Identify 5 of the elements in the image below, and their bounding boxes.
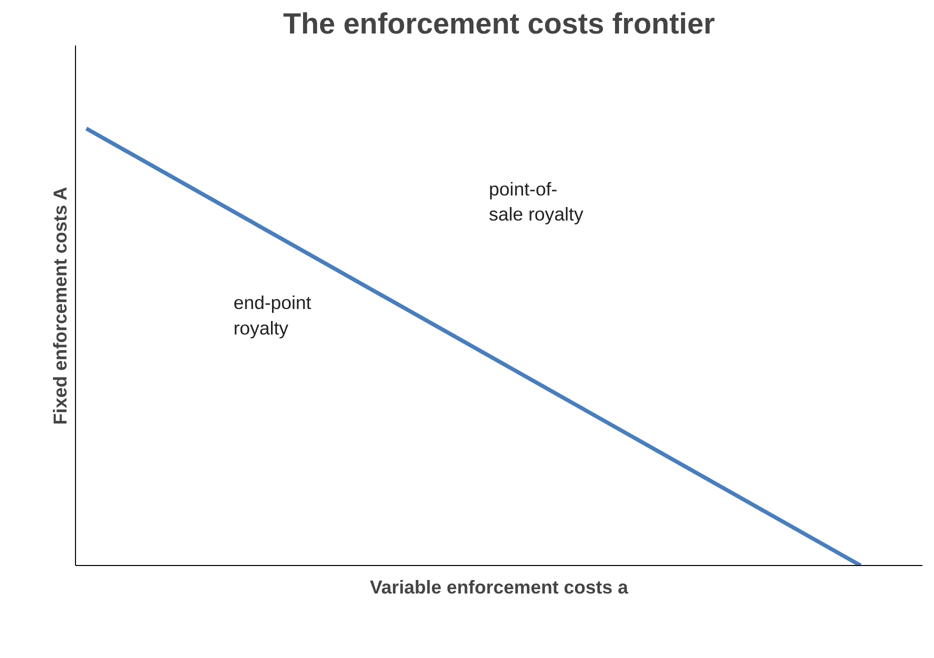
annotation: point-of- sale royalty bbox=[488, 178, 584, 225]
annotation: end-point royalty bbox=[233, 292, 312, 338]
chart-title: The enforcement costs frontier bbox=[283, 8, 715, 40]
y-axis-title: Fixed enforcement costs A bbox=[50, 186, 70, 425]
x-axis-title: Variable enforcement costs a bbox=[370, 576, 629, 598]
